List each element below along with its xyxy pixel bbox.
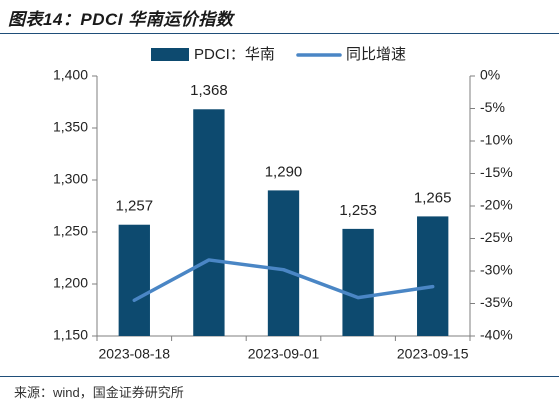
line-series-yoy <box>132 258 435 302</box>
left-y-tick-label: 1,150 <box>53 327 88 343</box>
left-y-tick-label: 1,250 <box>53 223 88 239</box>
bar <box>342 228 374 336</box>
source-note: 来源：wind，国金证券研究所 <box>14 385 184 400</box>
chart-svg: 1,150 1,200 1,250 1,300 1,350 1,400 0% -5% -10% -… <box>53 46 513 362</box>
right-y-tick-label: -30% <box>480 262 513 278</box>
chart-area: 1,150 1,200 1,250 1,300 1,350 1,400 0% -5% -10% -… <box>0 36 559 376</box>
legend-swatch-bar <box>151 48 189 61</box>
x-tick-label: 2023-09-01 <box>248 346 320 362</box>
right-y-tick-label: -15% <box>480 164 513 180</box>
bar-data-label: 1,265 <box>414 189 452 206</box>
bar-data-label: 1,290 <box>265 163 303 180</box>
right-y-tick-label: 0% <box>480 67 500 83</box>
bar <box>267 190 300 336</box>
right-y-tick-label: -40% <box>480 327 513 343</box>
left-y-tick-label: 1,350 <box>53 119 88 135</box>
bottom-divider <box>0 376 559 377</box>
bar <box>193 109 225 336</box>
x-tick-label: 2023-08-18 <box>98 346 170 362</box>
figure-title: 图表14：PDCI 华南运价指数 <box>8 10 234 29</box>
bar-data-label: 1,253 <box>339 202 377 219</box>
bar-data-label: 1,257 <box>116 198 154 215</box>
right-y-tick-label: -5% <box>480 99 505 115</box>
bar <box>417 216 449 336</box>
bar-data-label: 1,368 <box>190 82 228 99</box>
right-y-tick-label: -35% <box>480 294 513 310</box>
right-y-tick-label: -25% <box>480 229 513 245</box>
x-tick-label: 2023-09-15 <box>397 346 469 362</box>
left-y-tick-label: 1,200 <box>53 275 88 291</box>
right-y-tick-label: -20% <box>480 197 513 213</box>
bar <box>118 224 150 336</box>
legend-label-line: 同比增速 <box>346 46 406 63</box>
left-y-tick-label: 1,300 <box>53 171 88 187</box>
left-y-tick-label: 1,400 <box>53 67 88 83</box>
title-divider <box>0 33 559 34</box>
legend-label-bar: PDCI：华南 <box>194 46 275 63</box>
right-y-tick-label: -10% <box>480 132 513 148</box>
